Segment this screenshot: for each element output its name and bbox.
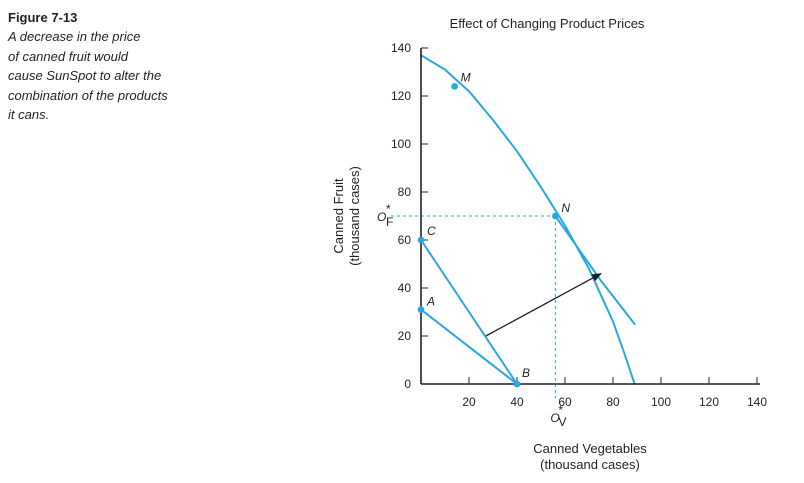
curve-series-3	[420, 308, 518, 385]
curve-series-0	[420, 54, 636, 385]
y-axis-unit: (thousand cases)	[347, 166, 362, 266]
caption-line: cause SunSpot to alter the	[8, 68, 162, 83]
fruit-optimum-star: *	[386, 202, 391, 216]
figure-caption: Figure 7-13 A decrease in the price of c…	[8, 10, 218, 125]
y-tick-label: 80	[398, 185, 412, 199]
x-tick-label: 100	[651, 395, 671, 409]
point-N	[552, 212, 559, 220]
fruit-optimum-subscript: F	[386, 215, 393, 229]
x-tick-label: 20	[462, 395, 476, 409]
figure-number: Figure 7-13	[8, 10, 78, 25]
x-tick-label: 60	[558, 395, 572, 409]
x-tick-label: 80	[606, 395, 620, 409]
point-label-C: C	[427, 224, 436, 238]
point-M	[451, 83, 458, 90]
y-tick-label: 120	[391, 89, 411, 103]
x-tick-label: 120	[699, 395, 719, 409]
curve-series-2	[420, 239, 518, 385]
y-tick-label: 60	[398, 233, 412, 247]
x-axis-unit: (thousand cases)	[540, 457, 640, 472]
y-axis-title: Canned Fruit	[331, 178, 346, 254]
chart-title: Effect of Changing Product Prices	[450, 16, 645, 31]
y-tick-label: 40	[398, 281, 412, 295]
vegetable-optimum-subscript: V	[558, 415, 566, 429]
point-label-B: B	[522, 366, 530, 380]
caption-line: it cans.	[8, 107, 50, 122]
point-C	[417, 236, 425, 244]
caption-text: A decrease in the price of canned fruit …	[8, 27, 218, 125]
y-tick-label: 20	[398, 329, 412, 343]
x-tick-label: 40	[510, 395, 524, 409]
point-A	[417, 306, 425, 313]
shift-arrow	[485, 273, 602, 337]
point-B	[513, 380, 521, 388]
curve-series-1	[554, 215, 636, 325]
x-axis-title: Canned Vegetables	[533, 441, 647, 456]
point-label-N: N	[561, 201, 570, 215]
vegetable-optimum-label: O	[550, 411, 559, 425]
y-tick-label: 0	[404, 377, 411, 391]
y-tick-label: 140	[391, 41, 411, 55]
caption-line: A decrease in the price	[8, 29, 141, 44]
point-label-M: M	[461, 70, 471, 84]
caption-line: combination of the products	[8, 87, 168, 103]
point-label-A: A	[426, 295, 435, 309]
x-tick-label: 140	[747, 395, 767, 409]
fruit-optimum-label: O	[377, 210, 386, 224]
caption-line: of canned fruit would	[8, 48, 128, 64]
y-tick-label: 100	[391, 137, 411, 151]
vegetable-optimum-star: *	[558, 403, 563, 417]
